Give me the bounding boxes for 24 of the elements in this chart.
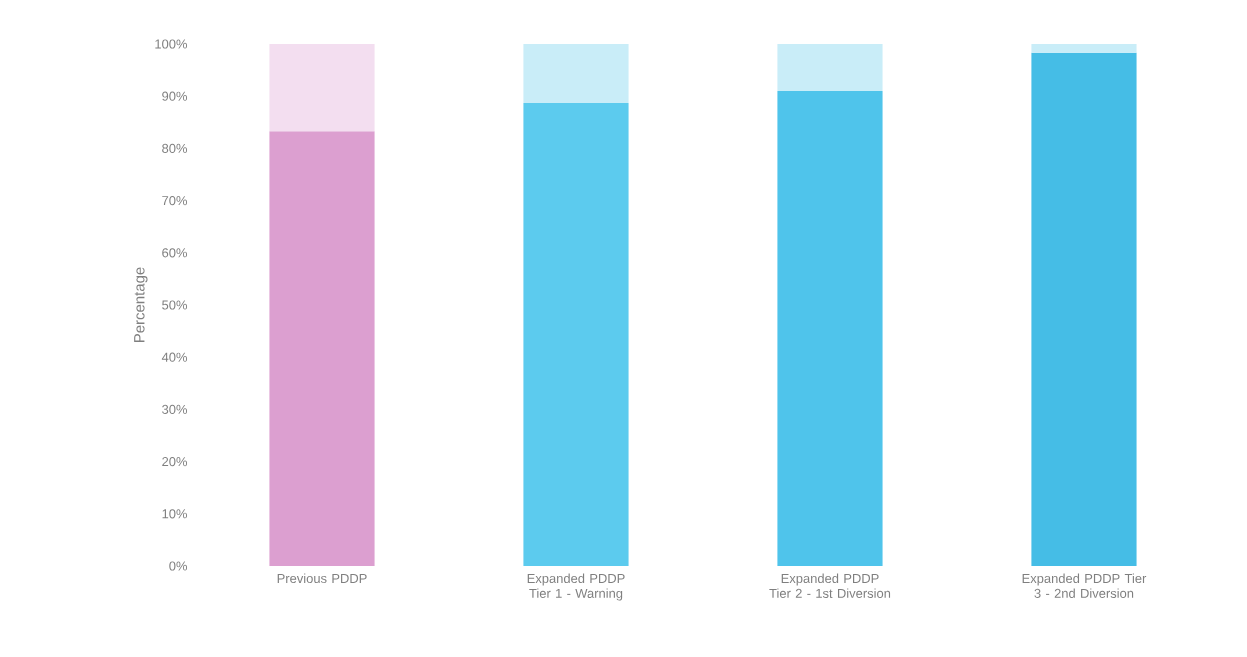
x-tick-label: Expanded PDDP Tier 3 - 2nd Diversion (1022, 573, 1147, 598)
y-tick-label: 80% (162, 143, 188, 153)
bar (269, 131, 375, 566)
x-tick-label: Expanded PDDP Tier 2 - 1st Diversion (769, 573, 891, 598)
y-axis-title: Percentage (134, 267, 148, 342)
y-tick-label: 60% (162, 248, 188, 258)
bar (1031, 44, 1137, 53)
y-tick-label: 90% (162, 91, 188, 101)
bar (523, 44, 629, 103)
y-tick-label: 30% (162, 404, 188, 414)
y-tick-label: 50% (162, 300, 188, 310)
bar (777, 90, 883, 566)
x-tick-label: Previous PDDP (277, 573, 367, 584)
y-tick-label: 10% (162, 509, 188, 519)
bar (523, 102, 629, 566)
bar (1031, 52, 1137, 566)
y-tick-label: 20% (162, 457, 188, 467)
y-tick-label: 0% (169, 561, 188, 571)
y-tick-label: 70% (162, 196, 188, 206)
y-tick-label: 40% (161, 352, 188, 362)
bar (269, 44, 375, 132)
x-tick-label: Expanded PDDP Tier 1 - Warning (527, 573, 625, 601)
bar (777, 44, 883, 91)
y-tick-label: 100% (155, 39, 188, 49)
